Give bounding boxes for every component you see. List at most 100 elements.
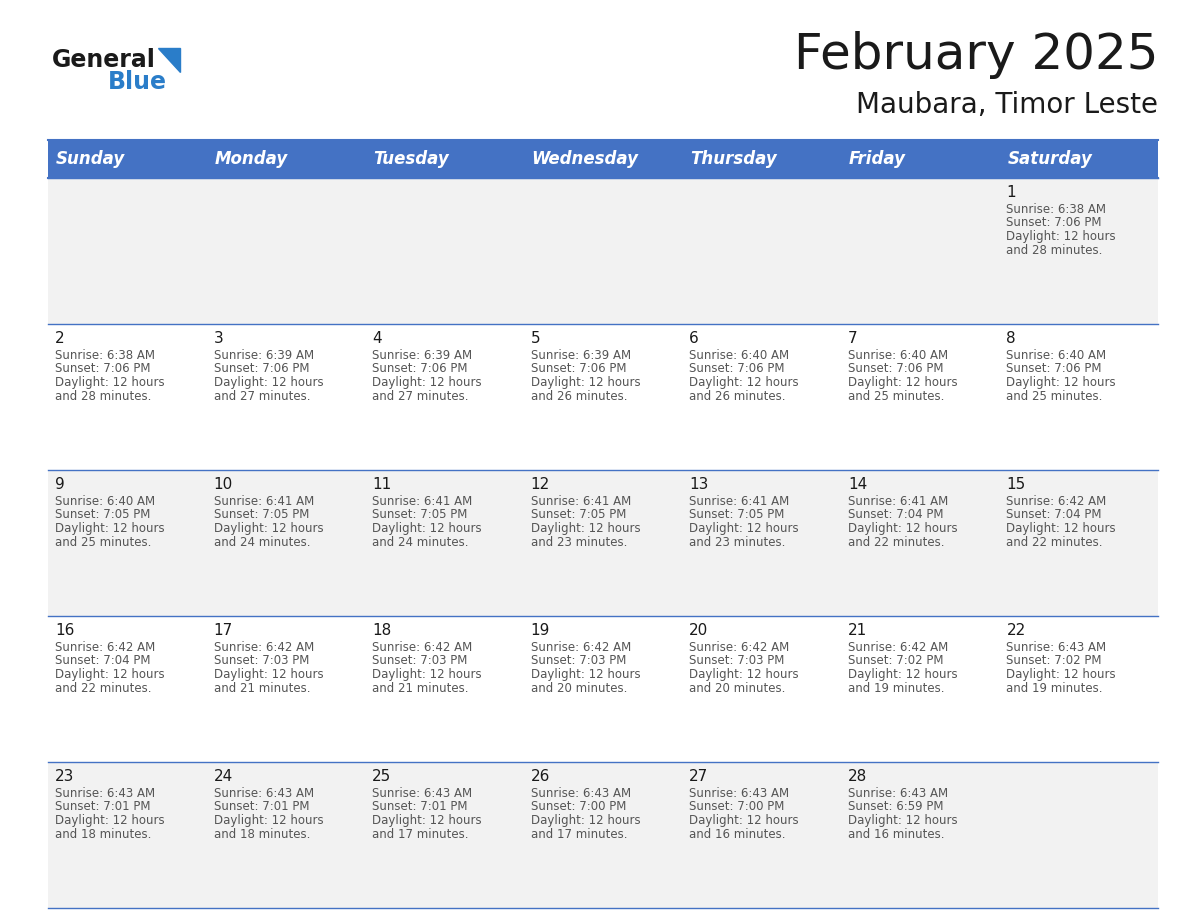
Text: Tuesday: Tuesday xyxy=(373,150,449,168)
Text: Sunrise: 6:39 AM: Sunrise: 6:39 AM xyxy=(372,349,473,362)
Text: Daylight: 12 hours: Daylight: 12 hours xyxy=(1006,376,1116,389)
Text: Sunrise: 6:41 AM: Sunrise: 6:41 AM xyxy=(531,495,631,508)
Text: Daylight: 12 hours: Daylight: 12 hours xyxy=(1006,230,1116,243)
Text: Daylight: 12 hours: Daylight: 12 hours xyxy=(55,814,165,827)
Text: Sunrise: 6:42 AM: Sunrise: 6:42 AM xyxy=(1006,495,1107,508)
Text: Sunrise: 6:43 AM: Sunrise: 6:43 AM xyxy=(372,787,473,800)
Text: 20: 20 xyxy=(689,623,708,638)
Text: Sunset: 7:04 PM: Sunset: 7:04 PM xyxy=(848,509,943,521)
Bar xyxy=(682,470,841,616)
Text: 21: 21 xyxy=(848,623,867,638)
Text: and 18 minutes.: and 18 minutes. xyxy=(214,827,310,841)
Text: 9: 9 xyxy=(55,477,65,492)
Bar xyxy=(524,616,682,762)
Text: Sunrise: 6:40 AM: Sunrise: 6:40 AM xyxy=(55,495,156,508)
Bar xyxy=(524,178,682,324)
Bar xyxy=(48,762,207,908)
Text: 6: 6 xyxy=(689,331,699,346)
Text: and 20 minutes.: and 20 minutes. xyxy=(689,681,785,695)
Text: Sunrise: 6:43 AM: Sunrise: 6:43 AM xyxy=(214,787,314,800)
Text: 22: 22 xyxy=(1006,623,1025,638)
Text: Sunset: 7:02 PM: Sunset: 7:02 PM xyxy=(1006,655,1102,667)
Text: 26: 26 xyxy=(531,769,550,784)
Text: and 27 minutes.: and 27 minutes. xyxy=(214,389,310,402)
Text: Daylight: 12 hours: Daylight: 12 hours xyxy=(214,668,323,681)
Text: Daylight: 12 hours: Daylight: 12 hours xyxy=(689,522,798,535)
Text: Sunrise: 6:42 AM: Sunrise: 6:42 AM xyxy=(531,641,631,654)
Text: and 24 minutes.: and 24 minutes. xyxy=(214,535,310,548)
Bar xyxy=(682,762,841,908)
Bar xyxy=(207,616,365,762)
Bar xyxy=(48,616,207,762)
Text: Monday: Monday xyxy=(215,150,287,168)
Text: Sunrise: 6:41 AM: Sunrise: 6:41 AM xyxy=(214,495,314,508)
Text: Sunrise: 6:38 AM: Sunrise: 6:38 AM xyxy=(55,349,154,362)
Text: and 25 minutes.: and 25 minutes. xyxy=(55,535,151,548)
Text: and 25 minutes.: and 25 minutes. xyxy=(848,389,944,402)
Text: and 20 minutes.: and 20 minutes. xyxy=(531,681,627,695)
Text: Sunset: 7:04 PM: Sunset: 7:04 PM xyxy=(55,655,151,667)
Text: Daylight: 12 hours: Daylight: 12 hours xyxy=(531,376,640,389)
Bar xyxy=(207,178,365,324)
Text: Sunrise: 6:42 AM: Sunrise: 6:42 AM xyxy=(848,641,948,654)
Text: 10: 10 xyxy=(214,477,233,492)
Bar xyxy=(207,324,365,470)
Text: Sunrise: 6:41 AM: Sunrise: 6:41 AM xyxy=(372,495,473,508)
Text: 4: 4 xyxy=(372,331,381,346)
Text: Daylight: 12 hours: Daylight: 12 hours xyxy=(55,376,165,389)
Text: 3: 3 xyxy=(214,331,223,346)
Text: February 2025: February 2025 xyxy=(794,31,1158,79)
Text: 8: 8 xyxy=(1006,331,1016,346)
Text: Sunrise: 6:42 AM: Sunrise: 6:42 AM xyxy=(214,641,314,654)
Text: Sunset: 7:05 PM: Sunset: 7:05 PM xyxy=(531,509,626,521)
Text: and 25 minutes.: and 25 minutes. xyxy=(1006,389,1102,402)
Text: Sunrise: 6:43 AM: Sunrise: 6:43 AM xyxy=(689,787,789,800)
Text: 16: 16 xyxy=(55,623,75,638)
Text: Sunset: 7:06 PM: Sunset: 7:06 PM xyxy=(689,363,785,375)
Text: Sunset: 7:00 PM: Sunset: 7:00 PM xyxy=(531,800,626,813)
Text: Sunset: 7:03 PM: Sunset: 7:03 PM xyxy=(372,655,468,667)
Text: and 17 minutes.: and 17 minutes. xyxy=(372,827,468,841)
Bar xyxy=(999,470,1158,616)
Text: 27: 27 xyxy=(689,769,708,784)
Text: Daylight: 12 hours: Daylight: 12 hours xyxy=(214,522,323,535)
Text: Sunset: 7:06 PM: Sunset: 7:06 PM xyxy=(531,363,626,375)
Text: Sunset: 7:05 PM: Sunset: 7:05 PM xyxy=(55,509,151,521)
Text: Blue: Blue xyxy=(108,70,168,94)
Text: Daylight: 12 hours: Daylight: 12 hours xyxy=(372,522,482,535)
Text: and 22 minutes.: and 22 minutes. xyxy=(1006,535,1102,548)
Text: Daylight: 12 hours: Daylight: 12 hours xyxy=(372,668,482,681)
Text: and 19 minutes.: and 19 minutes. xyxy=(848,681,944,695)
Bar xyxy=(524,470,682,616)
Text: Sunrise: 6:42 AM: Sunrise: 6:42 AM xyxy=(55,641,156,654)
Text: Sunset: 7:04 PM: Sunset: 7:04 PM xyxy=(1006,509,1102,521)
Bar xyxy=(841,616,999,762)
Bar xyxy=(365,616,524,762)
Text: 28: 28 xyxy=(848,769,867,784)
Text: and 24 minutes.: and 24 minutes. xyxy=(372,535,468,548)
Text: Sunset: 7:05 PM: Sunset: 7:05 PM xyxy=(689,509,784,521)
Text: Sunrise: 6:42 AM: Sunrise: 6:42 AM xyxy=(689,641,790,654)
Text: 13: 13 xyxy=(689,477,709,492)
Bar xyxy=(682,616,841,762)
Text: 25: 25 xyxy=(372,769,391,784)
Text: 17: 17 xyxy=(214,623,233,638)
Text: and 28 minutes.: and 28 minutes. xyxy=(1006,243,1102,256)
Bar xyxy=(48,324,207,470)
Bar xyxy=(207,762,365,908)
Text: Daylight: 12 hours: Daylight: 12 hours xyxy=(848,814,958,827)
Text: and 16 minutes.: and 16 minutes. xyxy=(848,827,944,841)
Bar xyxy=(365,762,524,908)
Text: and 21 minutes.: and 21 minutes. xyxy=(214,681,310,695)
Text: 19: 19 xyxy=(531,623,550,638)
Text: and 26 minutes.: and 26 minutes. xyxy=(689,389,785,402)
Bar xyxy=(524,324,682,470)
Text: Sunrise: 6:39 AM: Sunrise: 6:39 AM xyxy=(214,349,314,362)
Bar xyxy=(365,470,524,616)
Text: Wednesday: Wednesday xyxy=(532,150,639,168)
Text: and 23 minutes.: and 23 minutes. xyxy=(531,535,627,548)
Bar xyxy=(682,178,841,324)
Text: Sunrise: 6:40 AM: Sunrise: 6:40 AM xyxy=(1006,349,1106,362)
Text: Sunset: 7:03 PM: Sunset: 7:03 PM xyxy=(689,655,784,667)
Text: and 18 minutes.: and 18 minutes. xyxy=(55,827,151,841)
